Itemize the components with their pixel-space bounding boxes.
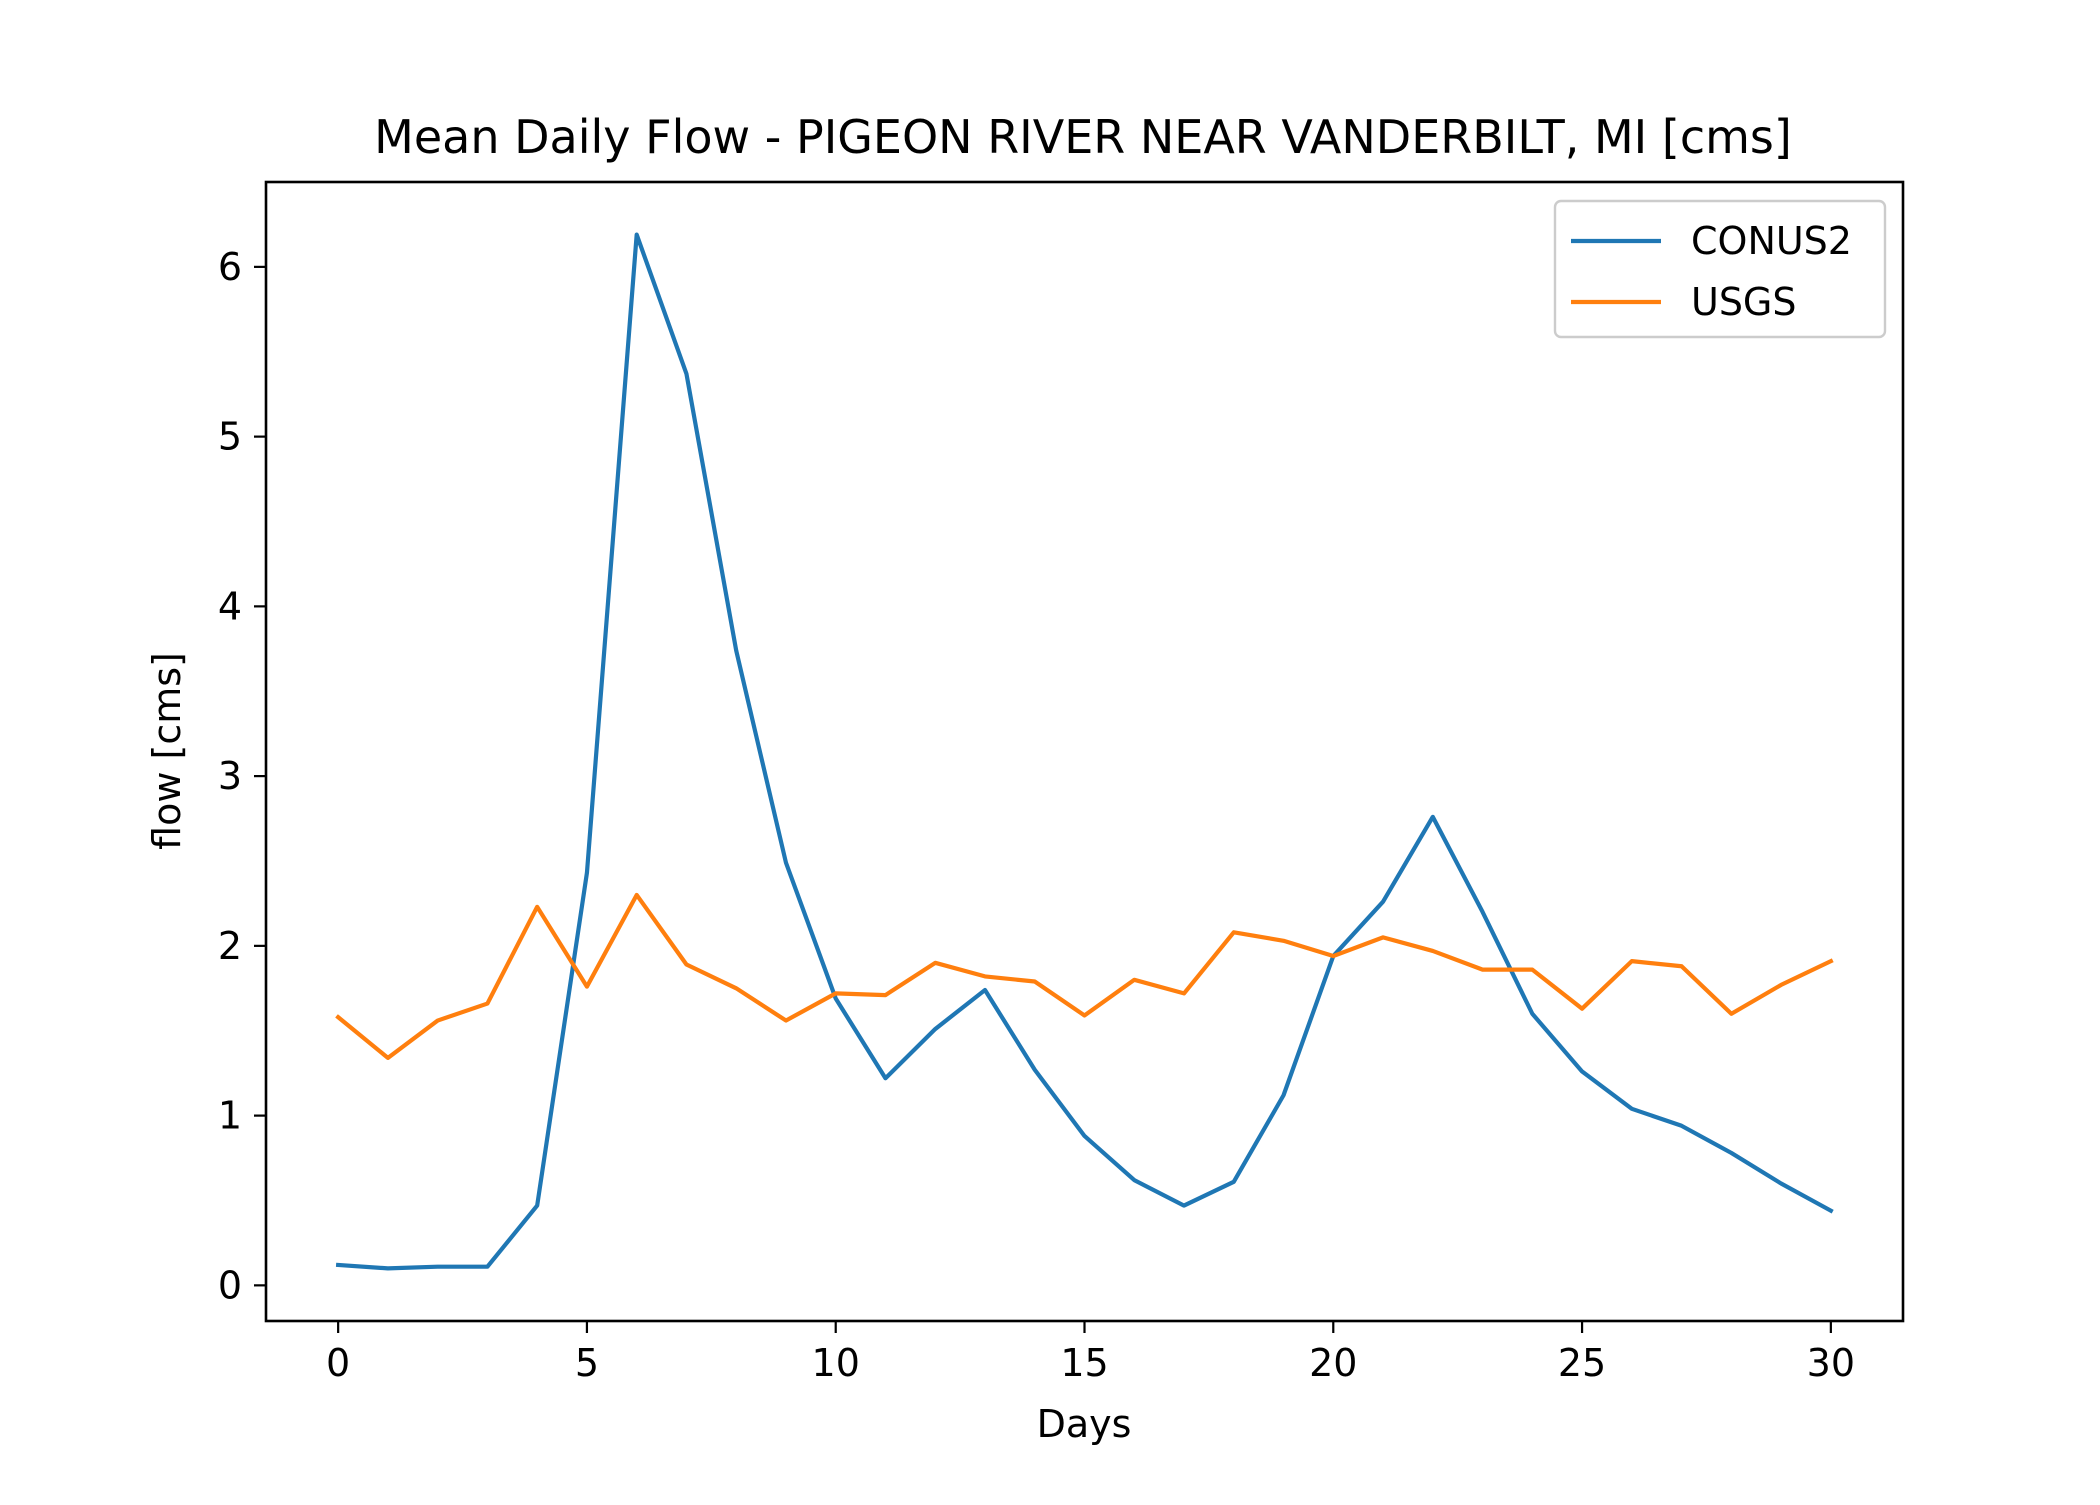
legend: CONUS2 USGS	[1553, 199, 1887, 339]
series-line-usgs	[335, 892, 1834, 1060]
series-layer	[335, 232, 1834, 1271]
chart-title: Mean Daily Flow - PIGEON RIVER NEAR VAND…	[374, 110, 1792, 164]
y-tick-label: 6	[218, 245, 242, 289]
x-axis-label: Days	[1037, 1402, 1132, 1446]
y-tick-label: 4	[218, 584, 242, 628]
y-tick-label: 0	[218, 1263, 242, 1307]
x-tick-label: 10	[812, 1341, 860, 1385]
y-axis: 0 1 2 3 4 5 6	[218, 245, 266, 1307]
legend-label-usgs: USGS	[1691, 280, 1797, 324]
y-tick-label: 2	[218, 924, 242, 968]
y-tick-label: 1	[218, 1094, 242, 1138]
x-tick-label: 30	[1807, 1341, 1855, 1385]
y-tick-label: 3	[218, 754, 242, 798]
x-tick-label: 5	[575, 1341, 599, 1385]
x-tick-label: 25	[1558, 1341, 1606, 1385]
x-tick-label: 15	[1060, 1341, 1108, 1385]
legend-label-conus2: CONUS2	[1691, 219, 1852, 263]
x-tick-label: 20	[1309, 1341, 1357, 1385]
series-line-conus2	[335, 232, 1834, 1271]
x-axis: 0 5 10 15 20 25 30	[326, 1321, 1855, 1385]
y-axis-label: flow [cms]	[145, 652, 189, 850]
x-tick-label: 0	[326, 1341, 350, 1385]
y-tick-label: 5	[218, 415, 242, 459]
